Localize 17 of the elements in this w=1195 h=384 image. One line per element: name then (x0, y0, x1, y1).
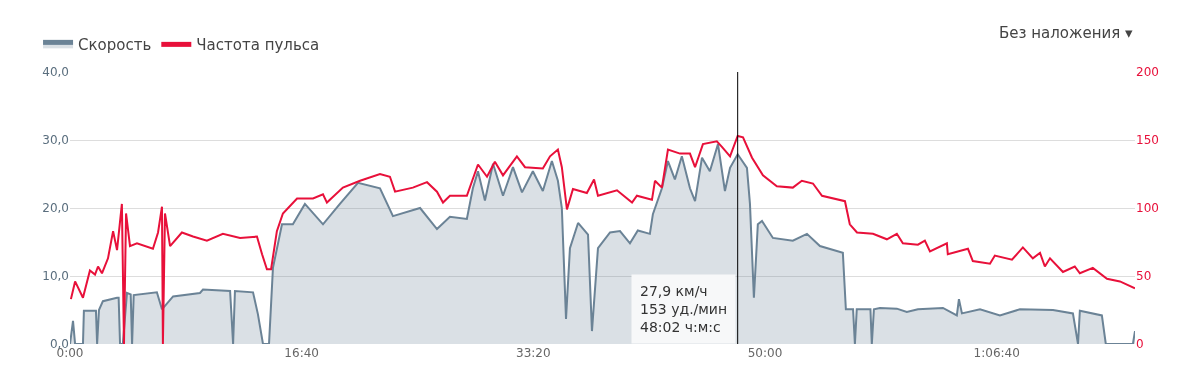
legend-label: Частота пульса (196, 36, 320, 55)
x-tick-label: 50:00 (747, 346, 783, 360)
y2-tick-label: 100 (1136, 201, 1159, 216)
y-tick-label: 40,0 (42, 65, 69, 80)
legend-label: Скорость (78, 36, 152, 55)
x-tick-label: 33:20 (516, 346, 551, 360)
annotation: 27,9 км/ч 153 уд./мин 48:02 ч:м:с (640, 283, 728, 336)
y-tick-label: 10,0 (42, 269, 69, 284)
y2-tick-label: 150 (1136, 133, 1159, 148)
text: Без наложения ▾ (999, 24, 1134, 42)
y2-tick-label: 0 (1136, 337, 1144, 352)
y2-tick-label: 50 (1136, 269, 1152, 284)
y-tick-label: 30,0 (42, 133, 69, 148)
y-tick-label: 20,0 (42, 201, 69, 216)
x-tick-label: 1:06:40 (973, 346, 1020, 360)
x-tick-label: 16:40 (284, 346, 319, 360)
y2-tick-label: 200 (1136, 65, 1159, 80)
